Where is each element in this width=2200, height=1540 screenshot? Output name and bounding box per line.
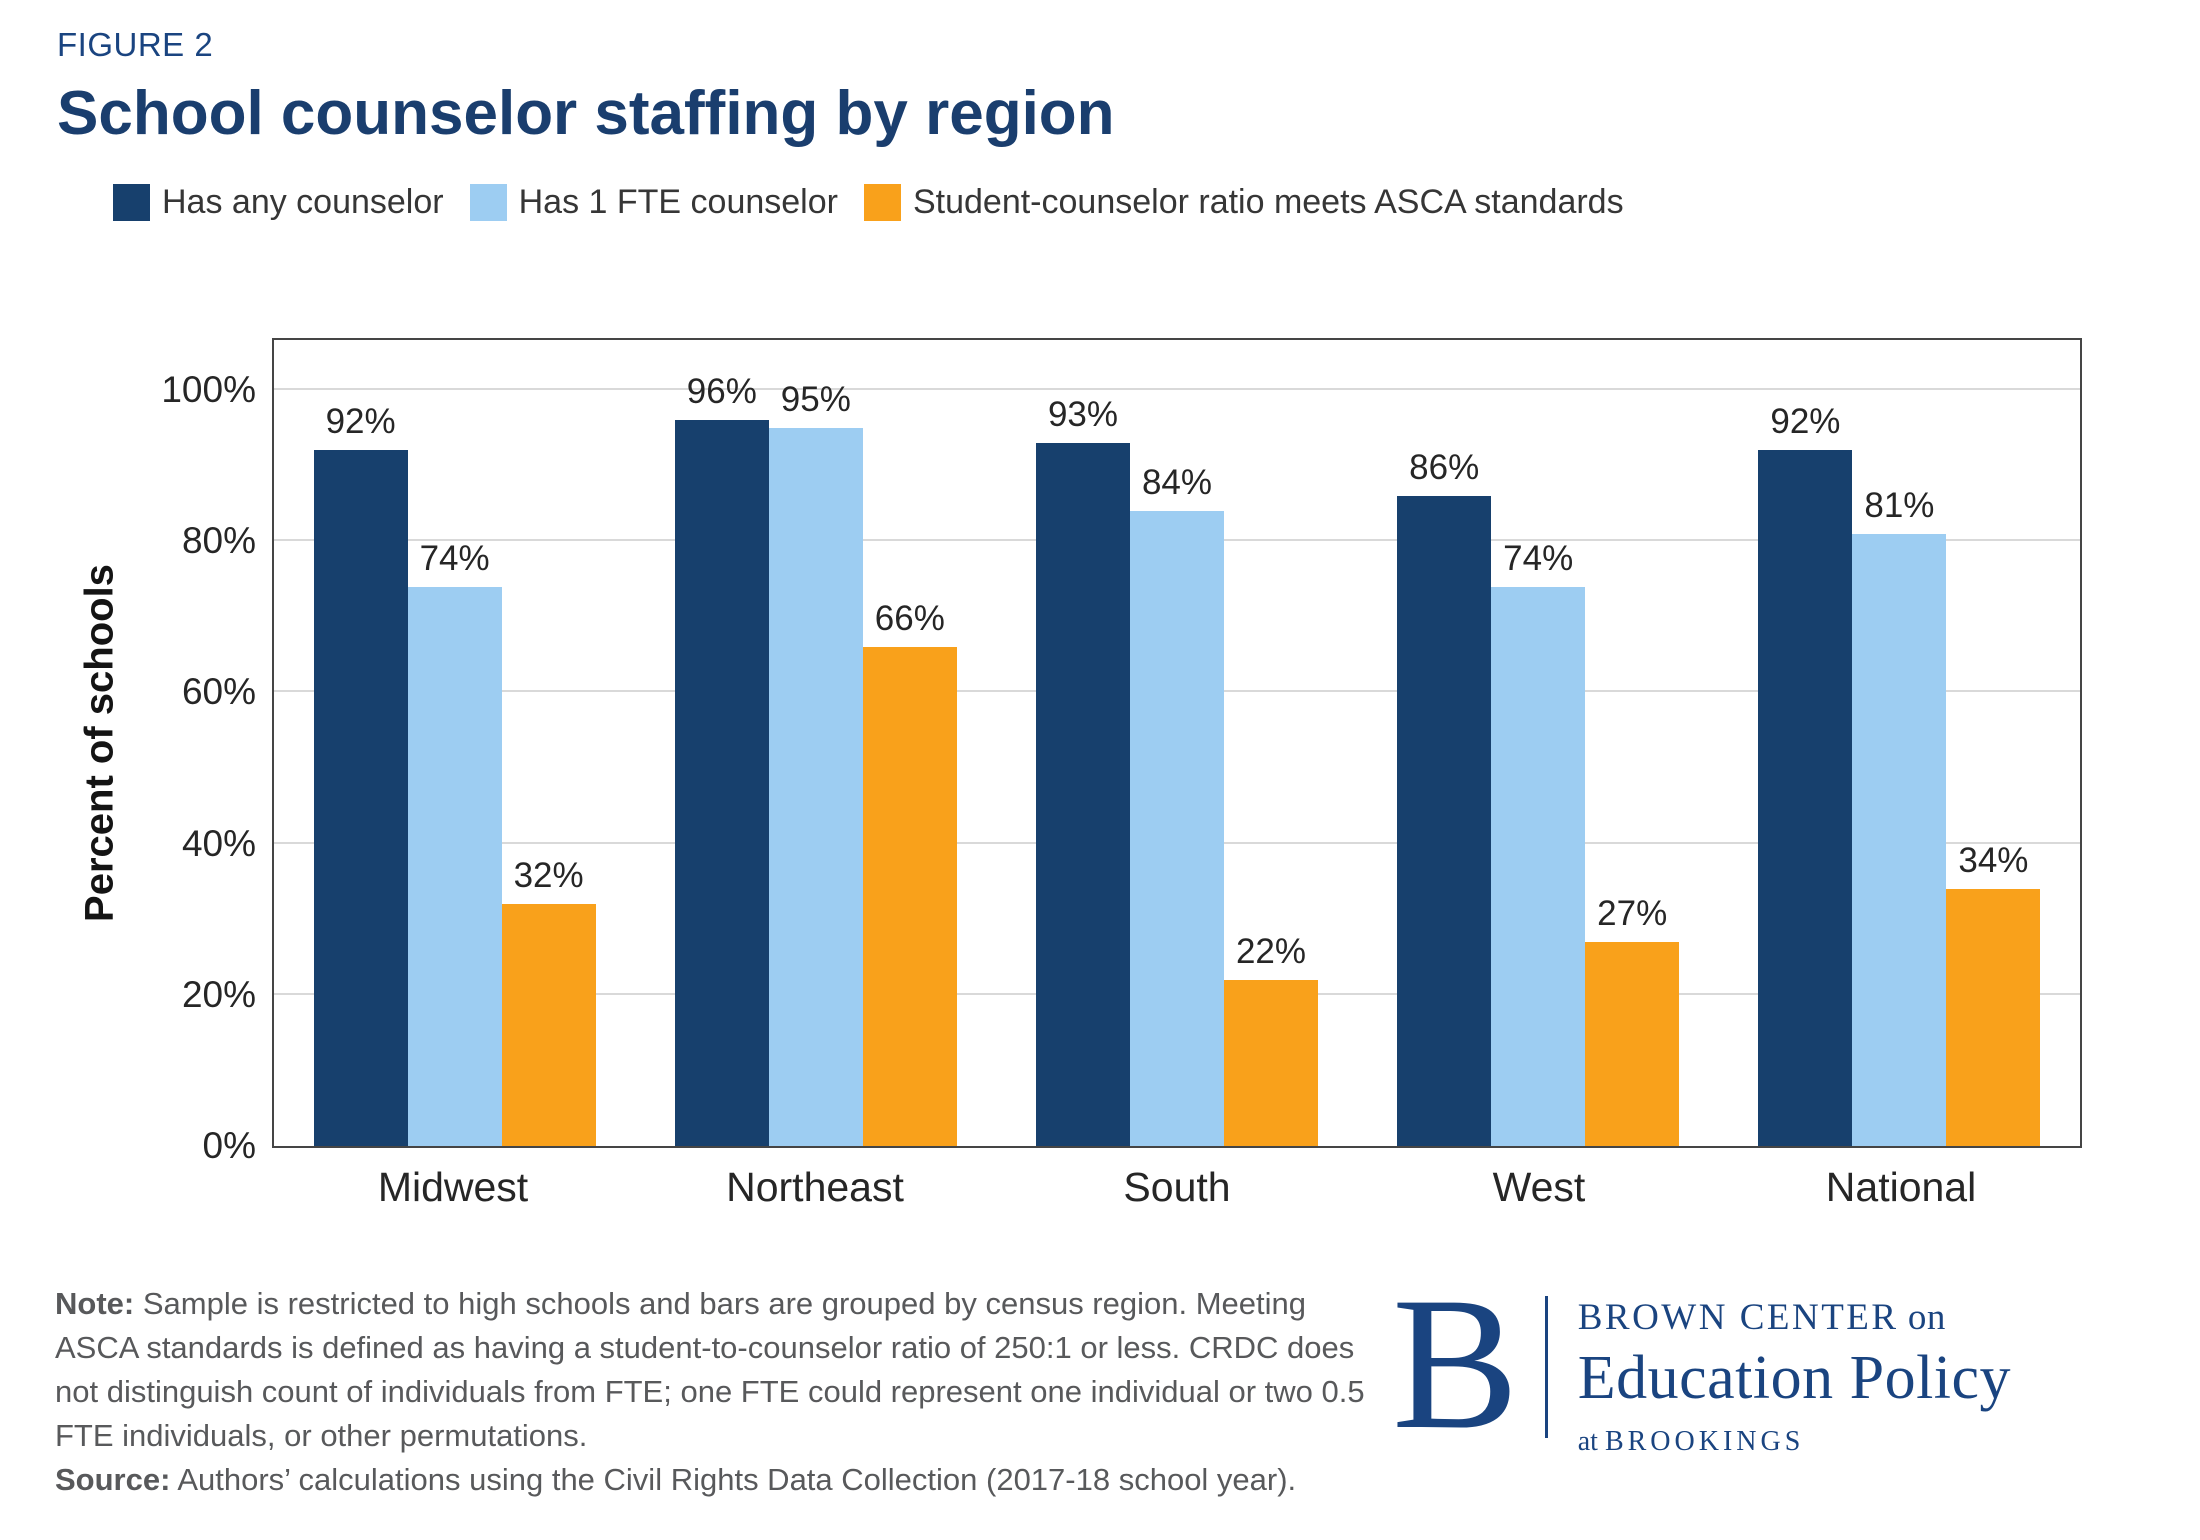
bar-chart: Percent of schools 0% 20% 40% 60% 80% 100% 92… <box>60 338 2082 1211</box>
bar-value-label: 22% <box>1235 931 1307 971</box>
bar-midwest: 32% <box>501 856 596 1146</box>
logo-brookings: BROOKINGS <box>1604 1426 1805 1457</box>
x-axis-label-south: South <box>1123 1164 1231 1210</box>
legend-label: Student-counselor ratio meets ASCA stand… <box>912 183 1624 221</box>
bar-south: 93% <box>1036 395 1130 1146</box>
logo-divider <box>1544 1296 1548 1438</box>
header: FIGURE 2 School counselor staffing by re… <box>57 26 1115 149</box>
bar-group-national: 92% 81% 34% <box>1758 402 2041 1146</box>
x-axis-label-northeast: Northeast <box>726 1164 904 1210</box>
note-label: Note: <box>55 1286 135 1321</box>
chart-legend: Has any counselor Has 1 FTE counselor Stud… <box>113 183 1624 222</box>
x-axis-label-midwest: Midwest <box>377 1164 529 1210</box>
legend-item: Has any counselor <box>113 183 444 222</box>
bar-national: 34% <box>1946 841 2041 1146</box>
footnotes: Note: Sample is restricted to high schoo… <box>55 1282 1395 1502</box>
y-tick-label: 20% <box>181 973 256 1015</box>
logo-at: at <box>1577 1426 1598 1457</box>
source-paragraph: Source: Authors’ calculations using the … <box>55 1458 1395 1502</box>
bar-value-label: 93% <box>1047 394 1119 434</box>
y-tick-label: 80% <box>181 520 256 562</box>
legend-swatch-icon <box>469 184 507 221</box>
legend-label: Has any counselor <box>162 183 444 221</box>
brookings-monogram: B <box>1392 1259 1519 1469</box>
bar-value-label: 84% <box>1141 462 1213 502</box>
bar-midwest: 74% <box>407 539 502 1146</box>
gridline <box>274 388 2080 390</box>
bar-value-label: 95% <box>780 379 851 419</box>
bar-value-label: 66% <box>874 599 945 639</box>
bar-west: 74% <box>1491 539 1586 1146</box>
bar-west: 27% <box>1585 894 1680 1146</box>
note-paragraph: Note: Sample is restricted to high schoo… <box>55 1282 1395 1458</box>
bar-value-label: 32% <box>513 856 584 896</box>
bar-value-label: 86% <box>1409 447 1480 487</box>
bar-value-label: 74% <box>419 538 490 578</box>
bar-northeast: 95% <box>768 380 863 1146</box>
bar-national: 92% <box>1758 402 1853 1146</box>
y-axis-title-column: Percent of schools <box>60 338 140 1148</box>
bar-midwest: 92% <box>313 402 408 1146</box>
bar-south: 22% <box>1224 932 1318 1146</box>
bar-south: 84% <box>1130 463 1224 1146</box>
logo-text: BROWN CENTER on Education Policy at BROO… <box>1578 1290 2011 1458</box>
logo-line1: BROWN CENTER on <box>1578 1296 2011 1339</box>
y-tick-labels: 0% 20% 40% 60% 80% 100% <box>140 338 272 1166</box>
x-axis-labels: Midwest Northeast South West National <box>272 1164 2082 1211</box>
bar-value-label: 81% <box>1864 485 1935 525</box>
bar-value-label: 27% <box>1597 893 1668 933</box>
bar-value-label: 74% <box>1503 538 1574 578</box>
y-tick-label: 100% <box>161 369 256 410</box>
bar-group-south: 93% 84% 22% <box>1036 395 1318 1146</box>
bar-national: 81% <box>1852 486 1947 1146</box>
chart-body: Percent of schools 0% 20% 40% 60% 80% 100% 92… <box>60 338 2082 1166</box>
y-tick-label: 60% <box>181 671 256 713</box>
logo-on: on <box>1907 1297 1946 1338</box>
figure-label: FIGURE 2 <box>57 26 214 63</box>
y-axis-title: Percent of schools <box>77 564 122 922</box>
y-tick-label: 40% <box>181 822 256 864</box>
plot-area: 92% 74% 32% 96% 95% 66% 93% 84% 22% 86% 74% 27% 92% 8… <box>272 338 2082 1148</box>
logo-brown-center: BROWN CENTER <box>1577 1297 1899 1338</box>
bar-northeast: 66% <box>862 599 957 1146</box>
logo-line3: at BROOKINGS <box>1578 1426 2011 1458</box>
bar-west: 86% <box>1397 448 1492 1146</box>
bar-group-northeast: 96% 95% 66% <box>674 372 957 1146</box>
logo-education-policy: Education Policy <box>1577 1344 2012 1412</box>
y-tick-label: 0% <box>202 1125 256 1166</box>
bar-group-midwest: 92% 74% 32% <box>313 402 596 1146</box>
x-axis-label-west: West <box>1492 1164 1586 1210</box>
bar-northeast: 96% <box>674 372 769 1146</box>
brookings-logo: B BROWN CENTER on Education Policy at BR… <box>1392 1259 2011 1469</box>
bar-value-label: 92% <box>1770 402 1841 442</box>
source-text: Authors’ calculations using the Civil Ri… <box>177 1462 1297 1498</box>
bar-value-label: 34% <box>1958 840 2029 880</box>
bar-value-label: 96% <box>686 372 757 412</box>
legend-item: Student-counselor ratio meets ASCA stand… <box>863 183 1624 222</box>
legend-swatch-icon <box>863 184 901 221</box>
bar-value-label: 92% <box>325 402 396 442</box>
x-axis-label-national: National <box>1825 1164 1977 1210</box>
legend-item: Has 1 FTE counselor <box>469 183 838 222</box>
source-label: Source: <box>55 1462 171 1498</box>
page-title: School counselor staffing by region <box>57 79 1115 148</box>
legend-label: Has 1 FTE counselor <box>518 183 838 221</box>
note-text: Sample is restricted to high schools and… <box>55 1286 1365 1454</box>
legend-swatch-icon <box>113 184 150 221</box>
bar-group-west: 86% 74% 27% <box>1397 448 1680 1146</box>
